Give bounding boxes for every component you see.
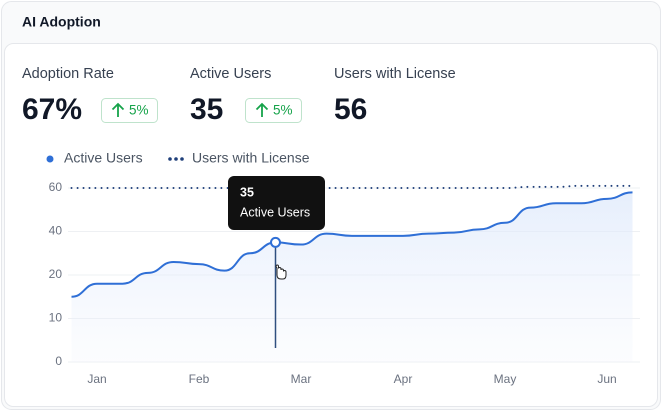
cursor-icon bbox=[275, 264, 287, 280]
area-fill bbox=[71, 192, 633, 362]
change-badge: 5% bbox=[101, 98, 158, 123]
legend-swatch bbox=[168, 157, 172, 161]
badge-text: 5% bbox=[129, 103, 149, 118]
tooltip-box bbox=[228, 176, 325, 230]
legend-label: Active Users bbox=[64, 150, 143, 166]
up-arrow bbox=[255, 102, 269, 117]
x-tick-label: Mar bbox=[291, 372, 312, 386]
legend-swatch bbox=[46, 155, 54, 163]
tooltip-label: Active Users bbox=[240, 205, 310, 219]
legend: Active Users Users with License bbox=[46, 150, 310, 166]
legend-swatch bbox=[174, 157, 178, 161]
change-badge: 5% bbox=[245, 98, 302, 123]
y-tick-label: 0 bbox=[55, 354, 62, 368]
legend-label: Users with License bbox=[192, 150, 310, 166]
chart: Active Users Users with License 0 10 20 40 60 J… bbox=[46, 150, 640, 386]
y-tick-label: 10 bbox=[49, 311, 63, 325]
metric-label: Active Users bbox=[190, 66, 271, 82]
up-arrow bbox=[111, 102, 125, 117]
y-tick-label: 60 bbox=[49, 180, 63, 194]
metric-label: Users with License bbox=[334, 66, 456, 82]
card-title: AI Adoption bbox=[22, 14, 101, 30]
x-tick-label: Apr bbox=[394, 372, 413, 386]
x-tick-label: Feb bbox=[189, 372, 210, 386]
line-series bbox=[71, 191, 633, 298]
tooltip-value: 35 bbox=[240, 185, 254, 199]
legend-swatch bbox=[180, 157, 184, 161]
x-tick-label: Jun bbox=[597, 372, 616, 386]
tooltip: 35 Active Users bbox=[228, 176, 325, 230]
badge-frame bbox=[245, 98, 302, 123]
metric-value: 67% bbox=[22, 93, 82, 126]
metric-value: 56 bbox=[334, 93, 367, 126]
line-series bbox=[70, 184, 634, 189]
metric-label: Adoption Rate bbox=[22, 66, 114, 82]
y-tick-label: 20 bbox=[49, 267, 63, 281]
hover-point bbox=[270, 236, 281, 248]
metric-value: 35 bbox=[190, 93, 223, 126]
y-tick-label: 40 bbox=[49, 224, 63, 238]
x-tick-label: Jan bbox=[87, 372, 106, 386]
badge-frame bbox=[101, 98, 158, 123]
badge-text: 5% bbox=[273, 103, 293, 118]
x-tick-label: May bbox=[494, 372, 517, 386]
